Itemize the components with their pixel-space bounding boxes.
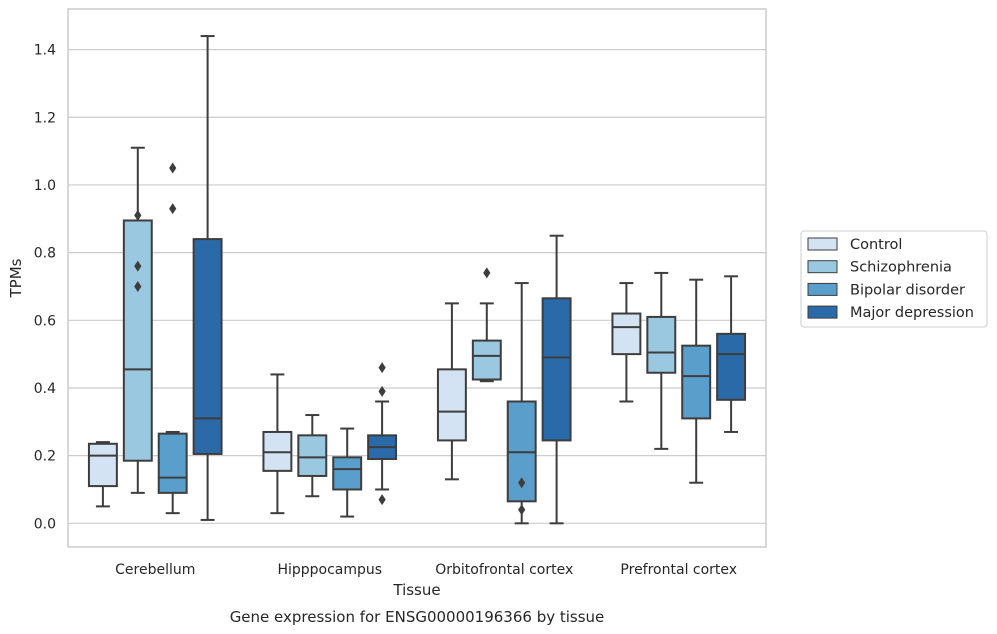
y-tick-label: 0.0 bbox=[34, 516, 56, 532]
outlier-point bbox=[134, 209, 142, 221]
legend-swatch bbox=[807, 282, 838, 296]
legend-label: Bipolar disorder bbox=[850, 282, 965, 298]
box-iqr bbox=[122, 219, 153, 462]
box-iqr bbox=[192, 238, 223, 455]
outlier-point bbox=[378, 494, 386, 506]
x-tick-labels: Cerebellum Hipppocampus Orbitofrontal cort… bbox=[115, 562, 737, 578]
x-tick-label: Cerebellum bbox=[115, 562, 195, 578]
box-iqr bbox=[681, 344, 712, 420]
box-bipolar-disorder bbox=[506, 282, 537, 525]
y-tick-labels: 0.0 0.2 0.4 0.6 0.8 1.0 1.2 1.4 bbox=[34, 43, 56, 533]
x-tick-label: Orbitofrontal cortex bbox=[435, 562, 573, 578]
box-major-depression bbox=[541, 234, 572, 525]
y-tick-label: 0.4 bbox=[34, 381, 56, 397]
y-tick-label: 1.2 bbox=[34, 110, 56, 126]
outlier-point bbox=[378, 362, 386, 374]
box-iqr bbox=[297, 434, 328, 477]
box-schizophrenia bbox=[122, 146, 153, 494]
y-axis-label: TPMs bbox=[7, 258, 25, 298]
outlier-point bbox=[378, 385, 386, 397]
y-tick-label: 0.8 bbox=[34, 246, 56, 262]
box-iqr bbox=[436, 368, 467, 442]
plot-frame bbox=[67, 8, 767, 548]
chart-caption: Gene expression for ENSG00000196366 by t… bbox=[230, 608, 605, 626]
legend-label: Major depression bbox=[850, 305, 974, 321]
box-control bbox=[436, 302, 467, 481]
x-tick-label: Prefrontal cortex bbox=[620, 562, 737, 578]
box-control bbox=[262, 373, 293, 515]
box-bipolar-disorder bbox=[157, 162, 188, 515]
y-tick-label: 0.2 bbox=[34, 449, 56, 465]
box-iqr bbox=[87, 442, 118, 488]
box-control bbox=[611, 282, 642, 403]
legend-label: Schizophrenia bbox=[850, 260, 952, 276]
outlier-point bbox=[483, 267, 491, 279]
legend-swatch bbox=[807, 237, 838, 251]
legend-swatch bbox=[807, 260, 838, 274]
box-iqr bbox=[611, 312, 642, 356]
x-tick-label: Hipppocampus bbox=[277, 562, 382, 578]
box-major-depression bbox=[192, 35, 223, 521]
y-tick-label: 1.0 bbox=[34, 178, 56, 194]
box-iqr bbox=[646, 315, 677, 374]
box-iqr bbox=[157, 432, 188, 494]
y-tick-label: 1.4 bbox=[34, 43, 56, 59]
box-layer bbox=[87, 35, 747, 525]
y-tick-label: 0.6 bbox=[34, 313, 56, 329]
box-bipolar-disorder bbox=[681, 278, 712, 484]
legend: Control Schizophrenia Bipolar disorder Majo… bbox=[800, 230, 988, 328]
outlier-point bbox=[518, 504, 526, 516]
outlier-point bbox=[169, 203, 177, 215]
box-major-depression bbox=[367, 362, 398, 506]
outlier-point bbox=[518, 477, 526, 489]
box-schizophrenia bbox=[646, 271, 677, 450]
legend-swatch bbox=[807, 305, 838, 319]
box-iqr bbox=[332, 456, 363, 491]
box-iqr bbox=[471, 339, 502, 381]
box-schizophrenia bbox=[297, 414, 328, 498]
box-major-depression bbox=[716, 275, 747, 433]
x-axis-label: Tissue bbox=[392, 581, 440, 599]
box-control bbox=[87, 441, 118, 508]
box-iqr bbox=[716, 332, 747, 401]
legend-label: Control bbox=[850, 237, 902, 253]
box-schizophrenia bbox=[471, 267, 502, 383]
outlier-point bbox=[134, 260, 142, 272]
outlier-point bbox=[169, 162, 177, 174]
box-bipolar-disorder bbox=[332, 427, 363, 518]
legend-frame bbox=[800, 230, 988, 328]
box-iqr bbox=[541, 297, 572, 442]
outlier-point bbox=[134, 280, 142, 292]
